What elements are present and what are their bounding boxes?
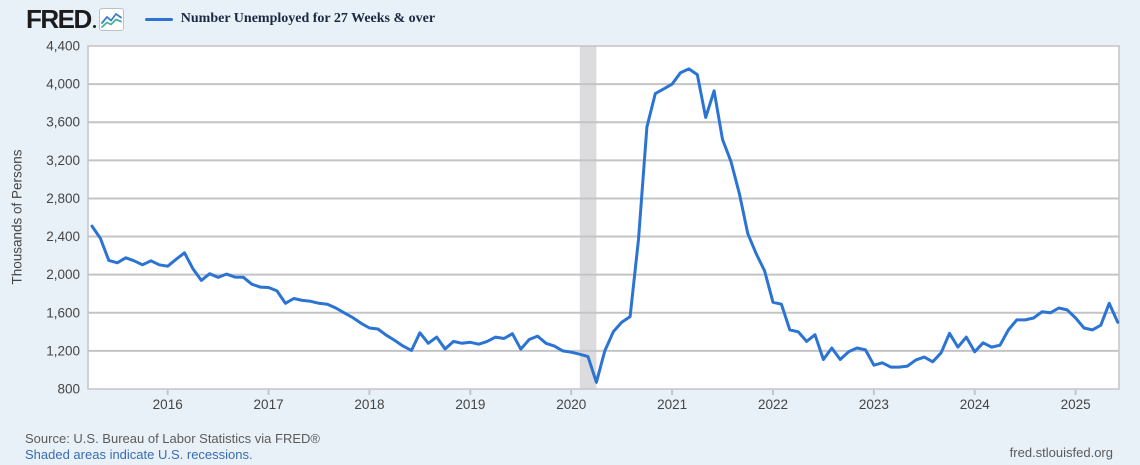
legend-line-swatch: [144, 17, 173, 21]
x-tick-label: 2024: [960, 397, 991, 412]
recession-band: [579, 46, 597, 389]
fred-logo-chart-icon: [98, 8, 124, 31]
x-tick-label: 2022: [758, 397, 788, 412]
legend-label: Number Unemployed for 27 Weeks & over: [180, 11, 436, 26]
y-tick-label: 4,000: [46, 77, 80, 92]
source-text: Source: U.S. Bureau of Labor Statistics …: [25, 431, 320, 446]
fred-url[interactable]: fred.stlouisfed.org: [1009, 445, 1113, 460]
y-axis-title: Thousands of Persons: [9, 149, 25, 285]
recession-note: Shaded areas indicate U.S. recessions.: [25, 446, 253, 462]
fred-logo[interactable]: FRED: [26, 4, 124, 34]
plot-area: [88, 46, 1119, 389]
fred-logo-text: FRED: [26, 4, 92, 34]
x-tick-label: 2025: [1061, 397, 1091, 412]
y-tick-label: 800: [57, 382, 80, 397]
series-line-number-unemployed: [90, 67, 1120, 384]
y-tick-label: 3,600: [46, 115, 80, 130]
y-tick-label: 3,200: [46, 153, 80, 168]
x-tick-label: 2019: [455, 397, 485, 412]
x-tick-label: 2023: [859, 397, 889, 412]
chart-footer: Source: U.S. Bureau of Labor Statistics …: [25, 431, 320, 462]
chart-header: FRED Number Unemployed for 27 Weeks & ov…: [26, 5, 435, 33]
plot-border: [87, 45, 1120, 390]
y-tick-label: 2,000: [46, 267, 80, 282]
x-tick-label: 2021: [657, 397, 687, 412]
y-tick-label: 2,800: [46, 191, 80, 206]
y-tick-label: 1,200: [46, 343, 80, 358]
time-series-chart: 800 1,200 1,600 2,000 2,400 2,800 3,200 3,600 4,…: [46, 39, 1120, 412]
y-tick-label: 1,600: [46, 305, 80, 320]
y-tick-label: 2,400: [46, 229, 80, 244]
x-tick-label: 2020: [556, 397, 586, 412]
legend: Number Unemployed for 27 Weeks & over: [144, 11, 436, 27]
x-tick-label: 2016: [153, 397, 183, 412]
x-tick-label: 2017: [254, 397, 284, 412]
x-tick-label: 2018: [354, 397, 384, 412]
y-tick-label: 4,400: [46, 39, 80, 54]
registered-mark-dot: [92, 25, 96, 28]
